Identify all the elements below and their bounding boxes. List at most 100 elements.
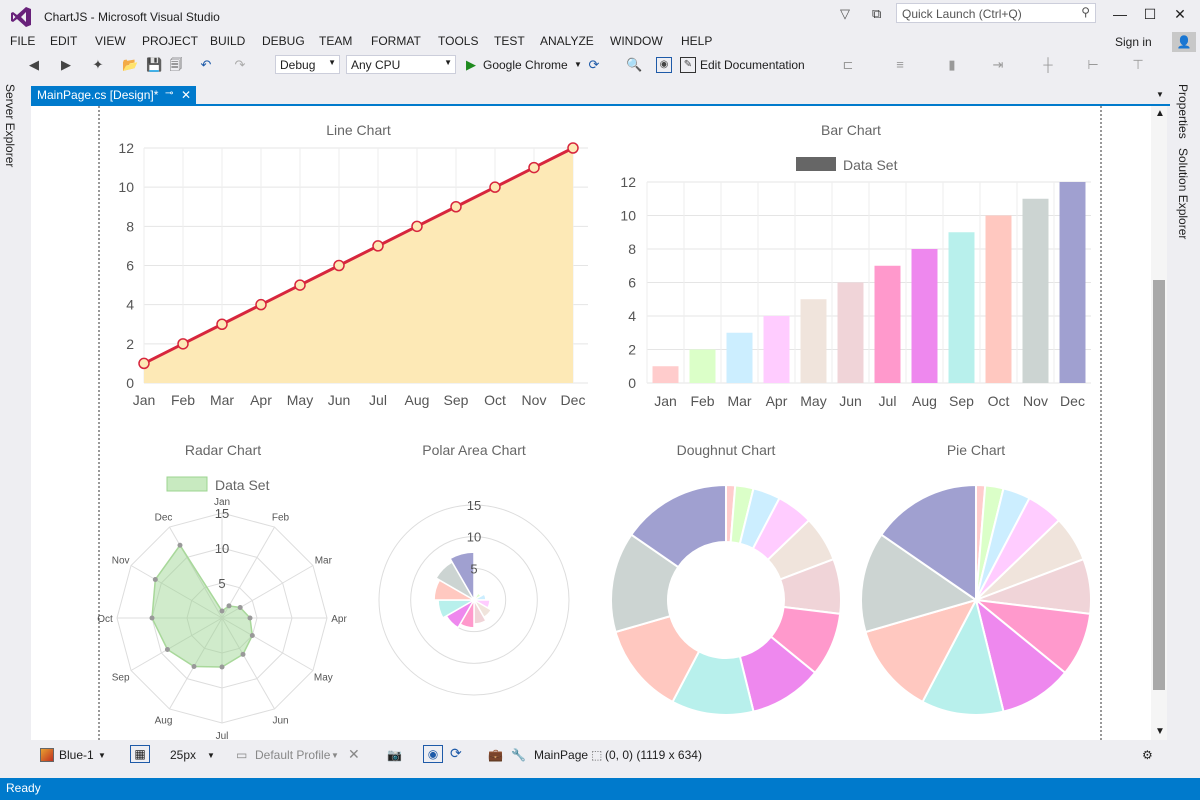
menu-tools[interactable]: TOOLS (438, 34, 479, 48)
bar (985, 215, 1012, 383)
save-all-icon[interactable]: 🗐 (169, 57, 183, 72)
design-view-icon[interactable]: ◉ (656, 57, 672, 73)
forward-icon[interactable]: ▶ (61, 57, 71, 72)
radar-tick-label: 15 (215, 506, 229, 521)
radar-chart: Radar Chart Data Set Jan Feb Mar Apr May Jun Jul… (97, 442, 347, 740)
bar-chart: Bar Chart Data Set 0 2 4 6 8 10 12 Jan Feb Mar Apr Ma… (620, 122, 1091, 409)
clear-icon[interactable]: ✕ (348, 746, 360, 762)
preview-icon[interactable]: ◉ (423, 745, 443, 763)
grid-size-select[interactable]: 25px (170, 748, 197, 762)
sync-icon[interactable]: ⟳ (450, 745, 462, 761)
configuration-value: Debug (280, 58, 316, 72)
doughnut-chart: Doughnut Chart (610, 442, 842, 716)
search-icon: ⚲ (1081, 5, 1090, 19)
data-point (164, 647, 170, 652)
next-bookmark-icon[interactable]: ⇥ (992, 57, 1004, 72)
radar-axis-label: Jun (272, 715, 288, 726)
radar-spoke (221, 617, 314, 671)
chart-title: Bar Chart (821, 122, 881, 138)
polar-tick-label: 15 (467, 498, 481, 513)
line-area-fill (144, 148, 573, 383)
data-point (489, 181, 501, 193)
grid-toggle-icon[interactable]: ▦ (130, 745, 150, 763)
y-tick-label: 8 (126, 218, 134, 234)
menu-build[interactable]: BUILD (210, 34, 246, 48)
settings-icon[interactable]: ⚙ (1142, 748, 1153, 762)
edit-documentation-icon[interactable]: ✎ (680, 57, 696, 73)
data-point (177, 542, 183, 548)
pin-icon[interactable]: ⊸ (165, 88, 174, 99)
find-icon[interactable]: 🔍 (626, 57, 643, 72)
chart-title: Polar Area Chart (422, 442, 526, 458)
chart-title: Line Chart (326, 122, 391, 138)
properties-tab[interactable]: Properties (1176, 84, 1190, 139)
menu-view[interactable]: VIEW (95, 34, 126, 48)
filter-icon[interactable]: ▽ (840, 6, 850, 21)
close-button[interactable]: ✕ (1174, 6, 1186, 22)
undo-icon[interactable]: ↶ (200, 57, 212, 72)
menu-file[interactable]: FILE (10, 34, 36, 48)
toolbox-icon[interactable]: 💼 (488, 748, 503, 762)
browser-select[interactable]: Google Chrome (483, 58, 568, 72)
bookmark-icon[interactable]: ▮ (948, 57, 956, 72)
open-file-icon[interactable]: 📂 (122, 57, 139, 72)
menu-test[interactable]: TEST (494, 34, 525, 48)
menu-window[interactable]: WINDOW (610, 34, 663, 48)
menu-analyze[interactable]: ANALYZE (540, 34, 594, 48)
visual-studio-logo-icon (11, 7, 31, 27)
chevron-down-icon[interactable]: ▼ (98, 751, 106, 760)
chevron-down-icon[interactable]: ▼ (331, 751, 339, 760)
account-icon[interactable]: 👤 (1172, 32, 1196, 52)
chevron-down-icon[interactable]: ▼ (574, 60, 582, 69)
scrollbar-thumb[interactable] (1153, 280, 1165, 690)
scroll-down-icon[interactable]: ▼ (1155, 726, 1165, 737)
refresh-icon[interactable]: ⟳ (588, 57, 600, 72)
charts-canvas: Line Chart 0 2 4 6 8 10 12 Jan Feb Mar Apr May Jun Jul… (97, 106, 1102, 740)
edit-documentation-button[interactable]: Edit Documentation (700, 58, 805, 72)
radar-spoke (130, 617, 223, 671)
camera-icon[interactable]: 📷 (387, 748, 402, 762)
y-tick-label: 2 (628, 342, 636, 358)
design-surface[interactable]: Line Chart 0 2 4 6 8 10 12 Jan Feb Mar Apr May Jun Jul… (31, 106, 1151, 740)
align-icon[interactable]: ⊏ (842, 57, 854, 72)
quick-launch-input[interactable]: Quick Launch (Ctrl+Q) ⚲ (896, 3, 1096, 23)
menu-edit[interactable]: EDIT (50, 34, 78, 48)
menu-team[interactable]: TEAM (319, 34, 353, 48)
indent-icon[interactable]: ≡ (896, 57, 904, 72)
platform-select[interactable]: Any CPU ▼ (346, 55, 456, 74)
align-top-icon[interactable]: ⊤ (1132, 57, 1144, 72)
menu-format[interactable]: FORMAT (371, 34, 421, 48)
radar-tick-label: 10 (215, 541, 229, 556)
close-tab-icon[interactable]: ✕ (181, 88, 192, 102)
profile-select[interactable]: Default Profile (255, 748, 331, 762)
align-left-icon[interactable]: ⊢ (1087, 57, 1099, 72)
redo-icon[interactable]: ↷ (234, 57, 246, 72)
back-icon[interactable]: ◀ (29, 57, 39, 72)
scroll-up-icon[interactable]: ▲ (1155, 108, 1165, 119)
chevron-down-icon[interactable]: ▼ (207, 751, 215, 760)
sign-in-link[interactable]: Sign in (1115, 35, 1152, 49)
maximize-button[interactable]: ☐ (1143, 6, 1157, 22)
legend-label: Data Set (215, 477, 270, 493)
tab-overflow-icon[interactable]: ▼ (1156, 90, 1164, 99)
y-tick-label: 0 (126, 375, 134, 391)
radar-axis-label: Jul (216, 731, 229, 740)
document-tab[interactable]: MainPage.cs [Design]* ⊸ ✕ (31, 86, 196, 105)
wrench-icon[interactable]: 🔧 (511, 748, 526, 762)
menu-help[interactable]: HELP (681, 34, 713, 48)
theme-select[interactable]: Blue-1 (59, 748, 94, 762)
minimize-button[interactable]: — (1113, 6, 1127, 22)
x-tick-label: Nov (522, 392, 547, 408)
save-icon[interactable]: 💾 (146, 57, 163, 72)
solution-explorer-tab[interactable]: Solution Explorer (1176, 148, 1190, 240)
feedback-icon[interactable]: ⧉ (872, 6, 882, 21)
server-explorer-tab[interactable]: Server Explorer (3, 84, 17, 168)
polar-tick-label: 5 (470, 561, 477, 576)
menu-project[interactable]: PROJECT (142, 34, 199, 48)
layout-icon[interactable]: ┼ (1043, 57, 1053, 72)
menu-debug[interactable]: DEBUG (262, 34, 305, 48)
x-tick-label: Feb (171, 392, 195, 408)
new-project-icon[interactable]: ✦ (92, 57, 104, 72)
start-debugging-icon[interactable]: ▶ (466, 57, 476, 72)
configuration-select[interactable]: Debug ▼ (275, 55, 340, 74)
